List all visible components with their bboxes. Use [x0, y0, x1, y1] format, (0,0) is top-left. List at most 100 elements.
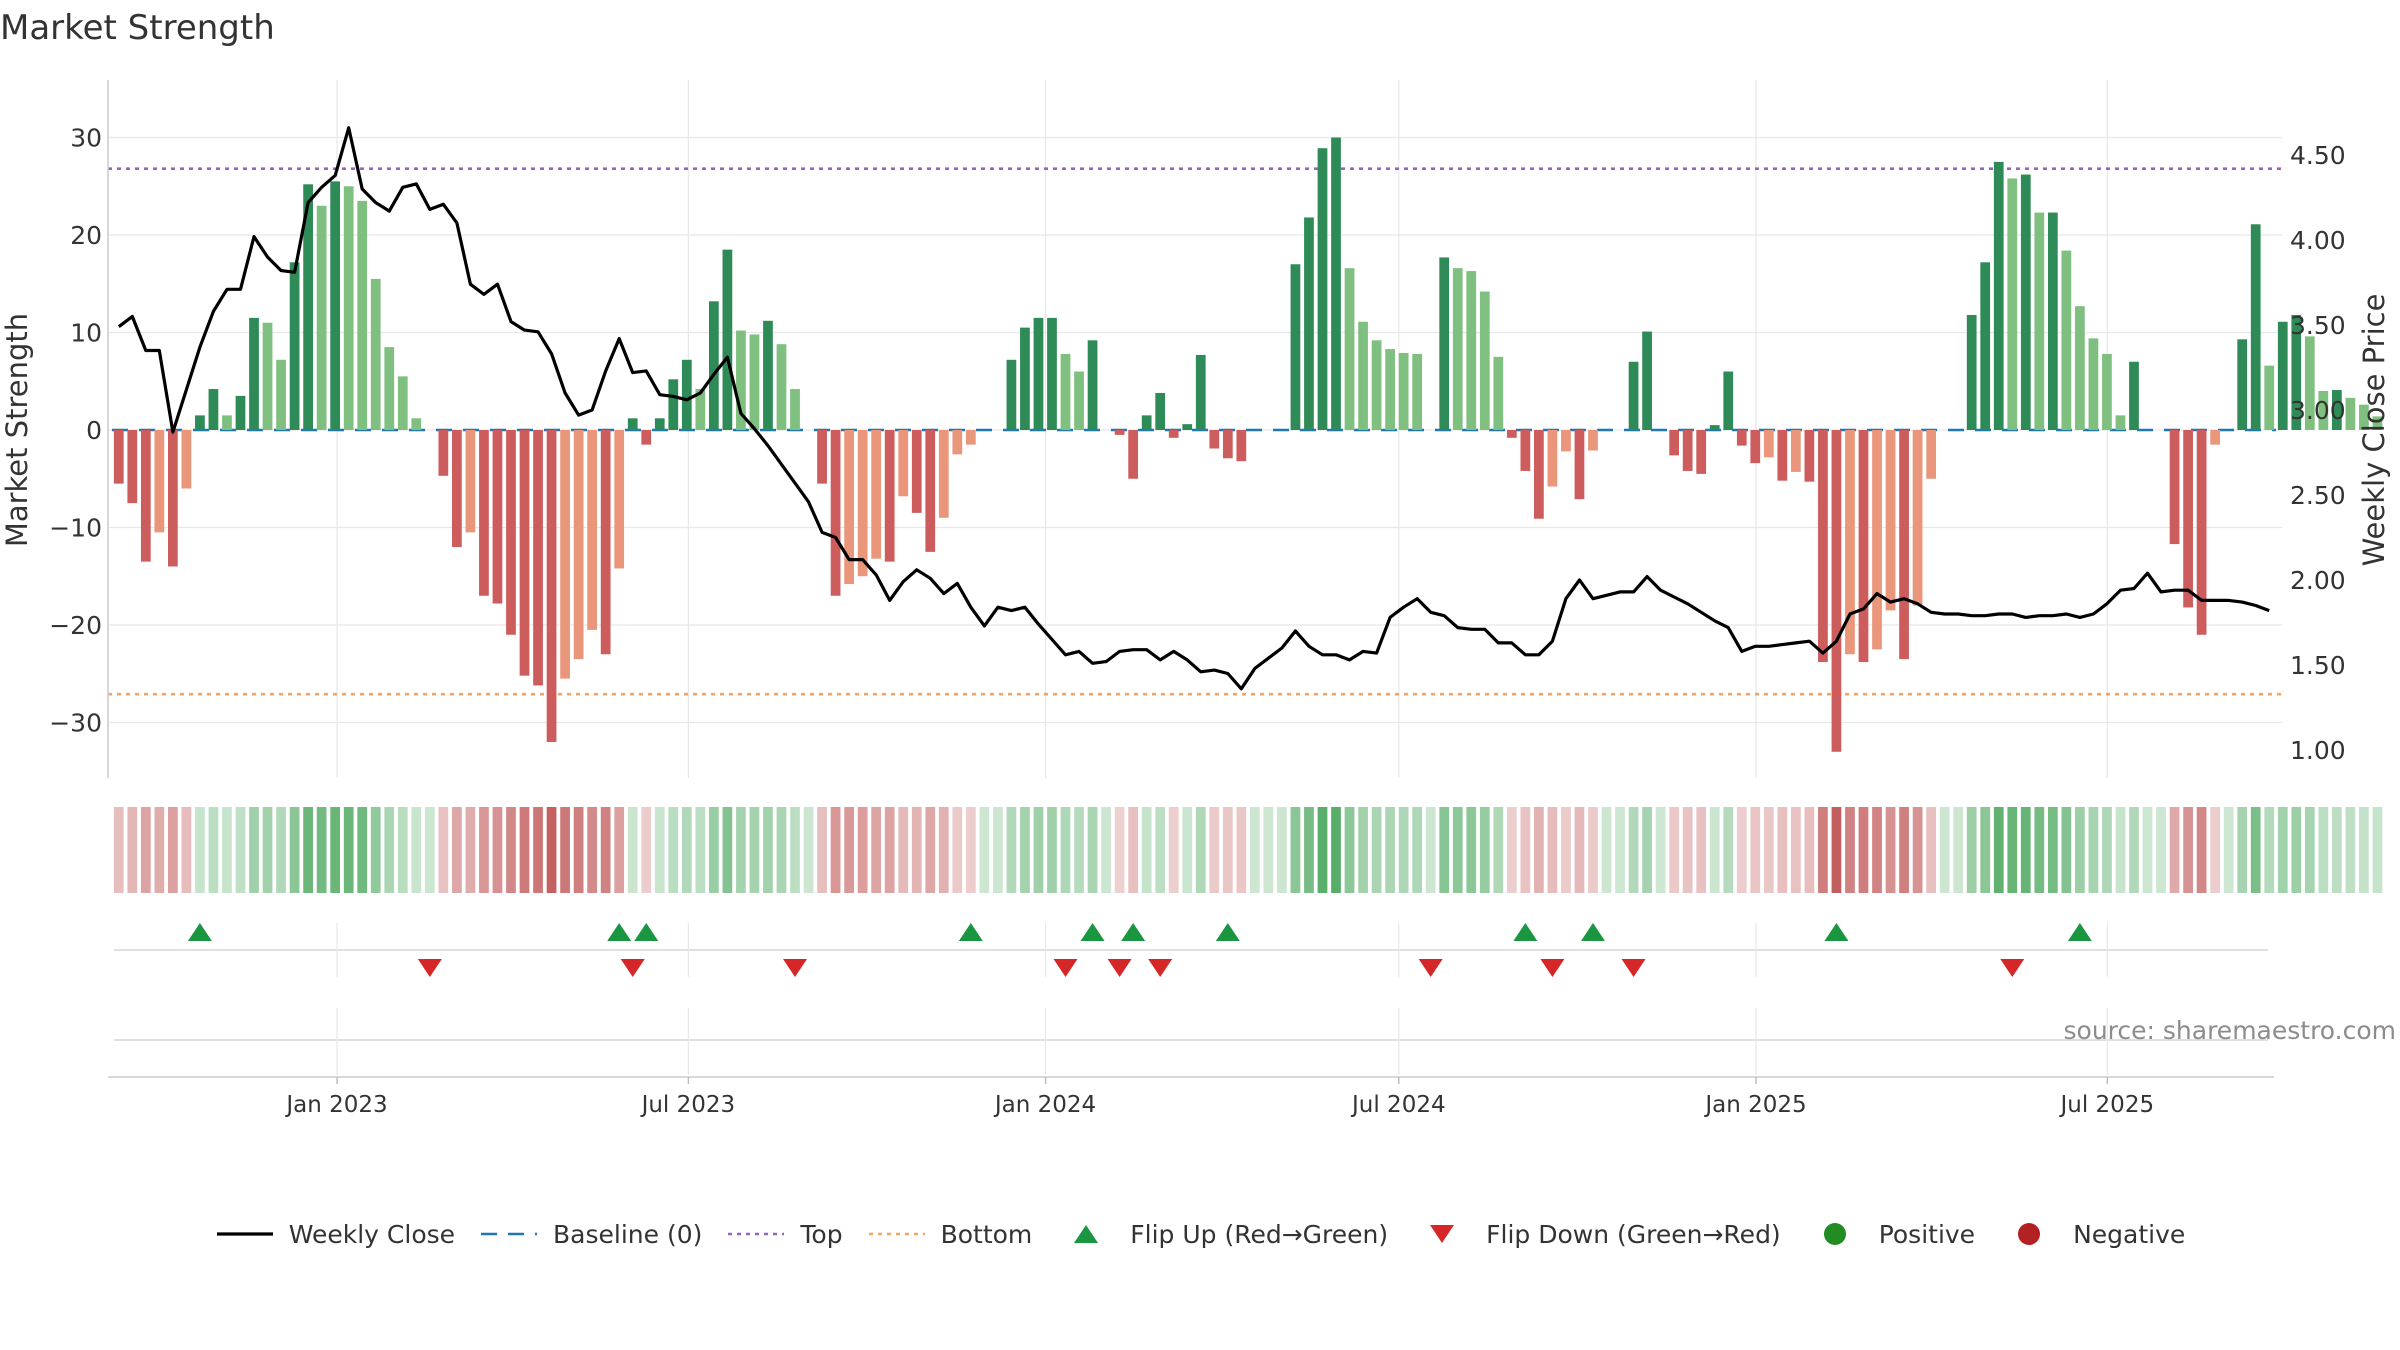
positive-bar [235, 395, 246, 430]
negative-bar [641, 430, 652, 445]
legend-symbol [868, 1232, 925, 1236]
positive-bar [2250, 224, 2261, 430]
heat-cell [1845, 807, 1855, 893]
heat-cell [1804, 807, 1815, 893]
negative-bar [573, 430, 584, 660]
positive-bar [1304, 217, 1314, 430]
positive-bar [2359, 404, 2369, 430]
positive-bar [1155, 392, 1166, 430]
heat-cell [1709, 807, 1720, 893]
heat-cell [817, 807, 827, 893]
positive-bar [2047, 212, 2058, 430]
heat-cell [1087, 807, 1098, 893]
heat-cell [708, 807, 719, 893]
positive-bar [654, 418, 665, 430]
heat-cell [1385, 807, 1395, 893]
y2-tick-label: 2.00 [2290, 566, 2346, 595]
positive-bar [749, 334, 760, 430]
flip-up-marker [1121, 923, 1146, 941]
heat-cell [2359, 807, 2369, 893]
heat-cell [1101, 807, 1111, 893]
flip-down-marker [1418, 959, 1443, 977]
negative-bar [1831, 430, 1842, 752]
positive-bar [2304, 336, 2315, 430]
chart-title: Market Strength [0, 8, 275, 48]
heat-strip [113, 807, 2383, 893]
heat-cell [1452, 807, 1463, 893]
heat-cell [2020, 807, 2031, 893]
positive-bar [1452, 268, 1463, 430]
negative-bar [844, 430, 854, 585]
negative-bar [925, 430, 936, 552]
legend-symbol [728, 1232, 785, 1236]
positive-bar [2318, 391, 2329, 430]
negative-bar [1912, 430, 1923, 606]
positive-bar [708, 301, 719, 430]
flip-up-marker [634, 923, 659, 941]
y2-axis-title: Weekly Close Price [2357, 294, 2391, 567]
heat-cell [2183, 807, 2193, 893]
heat-cell [1777, 807, 1788, 893]
heat-cell [276, 807, 286, 893]
heat-cell [695, 807, 706, 893]
negative-bar [1750, 430, 1761, 464]
x-tick-label: Jul 2023 [640, 1092, 736, 1118]
positive-bar [1182, 424, 1193, 430]
heat-cell [1655, 807, 1666, 893]
negative-bar [1534, 430, 1544, 519]
flip-up-marker [607, 923, 632, 941]
legend-item: Top [726, 1220, 843, 1249]
heat-cell [2291, 807, 2302, 893]
y-tick-label: 30 [70, 124, 102, 153]
flip-down-marker [1540, 959, 1565, 977]
positive-bar [695, 389, 706, 430]
heat-cell [127, 807, 138, 893]
heat-cell [1398, 807, 1409, 893]
negative-bar [1128, 430, 1139, 479]
heat-cell [316, 807, 327, 893]
heat-cell [1155, 807, 1166, 893]
legend-circle [2018, 1223, 2041, 1245]
heat-cell [370, 807, 381, 893]
legend-symbol [1823, 1223, 1846, 1245]
positive-bar [668, 379, 679, 430]
positive-bar [1020, 327, 1030, 430]
negative-bar [1222, 430, 1233, 459]
positive-bar [2075, 306, 2085, 430]
negative-bar [546, 430, 557, 742]
heat-cell [2318, 807, 2329, 893]
negative-bar [533, 430, 543, 686]
negative-bar [1885, 430, 1896, 611]
positive-bar [1074, 371, 1084, 430]
legend-item: Positive [1805, 1220, 1975, 1249]
positive-bar [2034, 212, 2045, 430]
heat-cell [573, 807, 584, 893]
heat-cell [884, 807, 895, 893]
heat-cell [1736, 807, 1747, 893]
heat-cell [208, 807, 219, 893]
heat-cell [1358, 807, 1368, 893]
positive-bar [1709, 425, 1720, 430]
heat-cell [654, 807, 665, 893]
heat-cell [763, 807, 773, 893]
heat-cell [1479, 807, 1490, 893]
heat-cell [2088, 807, 2099, 893]
heat-cell [546, 807, 557, 893]
heat-cell [506, 807, 516, 893]
flip-down-marker [1621, 959, 1646, 977]
positive-bar [1723, 371, 1734, 430]
negative-bar [587, 430, 598, 630]
negative-bar [952, 430, 963, 455]
flip-up-marker [958, 923, 983, 941]
legend-triangle-down [1430, 1225, 1455, 1243]
negative-bar [1804, 430, 1815, 482]
negative-bar [492, 430, 503, 604]
legend-label: Weekly Close [288, 1219, 456, 1249]
heat-cell [2156, 807, 2166, 893]
negative-bar [1858, 430, 1869, 663]
heat-cell [1912, 807, 1923, 893]
heat-cell [681, 807, 692, 893]
heat-cell [749, 807, 760, 893]
negative-bar [857, 430, 868, 577]
source-label: source: sharemaestro.com [2063, 1016, 2397, 1045]
